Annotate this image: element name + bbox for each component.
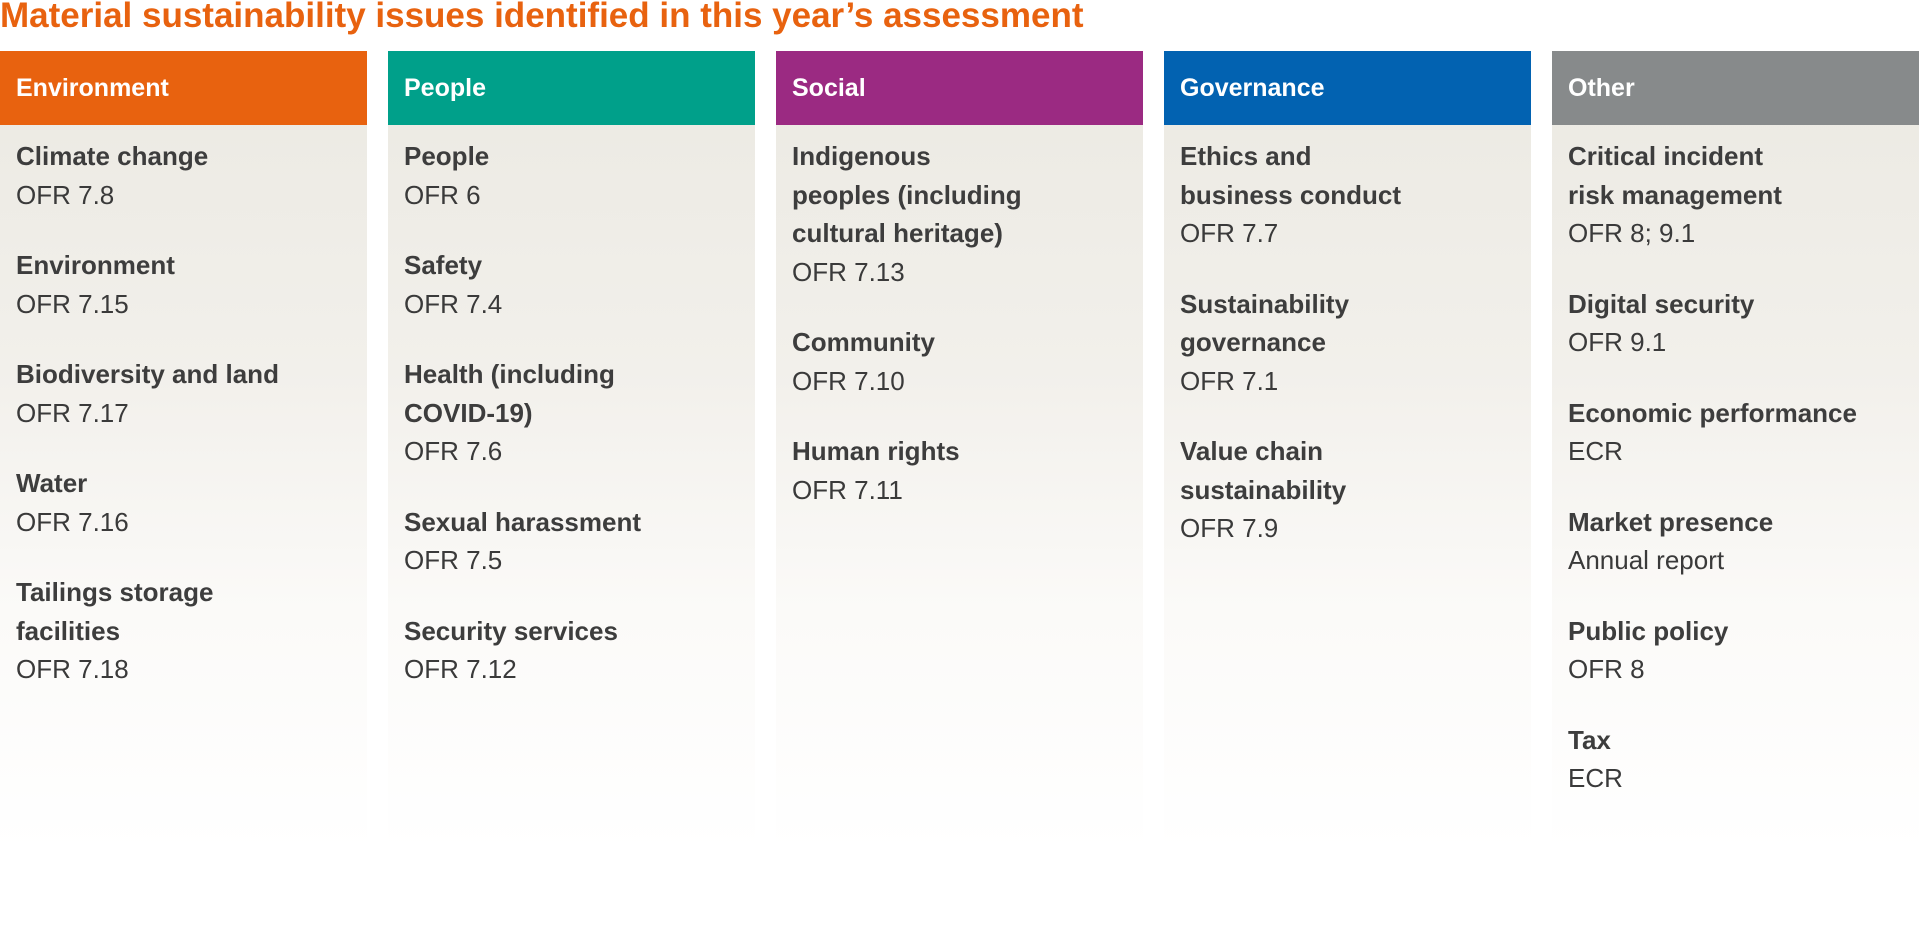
issue-item: Digital security OFR 9.1 [1568,285,1909,362]
issue-item: Human rights OFR 7.11 [792,432,1133,509]
issue-reference: Annual report [1568,545,1725,575]
issue-reference: ECR [1568,763,1623,793]
issue-title: peoples (including [792,179,1022,210]
issue-reference: OFR 8 [1568,654,1645,684]
column-other: Other Critical incident risk management OFR… [1552,51,1919,851]
issue-reference: OFR 7.9 [1180,513,1279,543]
issue-item: Tax ECR [1568,721,1909,798]
issue-title: sustainability [1180,474,1347,505]
issue-reference: OFR 7.15 [16,288,129,319]
issue-title: Sexual harassment [404,506,642,537]
issue-title: Ethics and [1180,141,1312,171]
issue-title: Market presence [1568,506,1774,537]
issue-reference: OFR 9.1 [1568,327,1667,357]
issue-title: Environment [16,250,175,280]
issue-item: Ethics and business conduct OFR 7.7 [1180,137,1521,253]
column-environment: Environment Climate change OFR 7.8 Environm… [0,51,367,851]
column-header: Governance [1164,51,1531,125]
issue-title: cultural heritage) [792,218,1003,248]
issue-title: Security services [404,615,618,646]
issue-title: Critical incident [1568,141,1764,171]
issue-reference: ECR [1568,436,1623,466]
issue-item: Market presence Annual report [1568,503,1909,580]
issue-reference: OFR 7.8 [16,179,115,210]
issue-item: Economic performance ECR [1568,394,1909,471]
issue-reference: OFR 7.16 [16,506,129,537]
issue-item: Community OFR 7.10 [792,323,1133,400]
issue-item: People OFR 6 [404,137,745,214]
issue-item: Water OFR 7.16 [16,464,357,541]
issue-title: Sustainability [1180,288,1350,319]
column-social: Social Indigenous peoples (including cultur… [776,51,1143,851]
issue-item: Sustainability governance OFR 7.1 [1180,285,1521,401]
column-people: People People OFR 6 Safety OFR 7.4 Health (in… [388,51,755,851]
issue-title: Tailings storage [16,577,214,607]
issue-reference: OFR 7.10 [792,365,905,396]
issue-title: business conduct [1180,179,1402,210]
issue-item: Safety OFR 7.4 [404,246,745,323]
issue-item: Climate change OFR 7.8 [16,137,357,214]
issue-list: Ethics and business conduct OFR 7.7 Sustain… [1164,125,1531,548]
issue-reference: OFR 7.17 [16,397,129,428]
issue-title: Health (including [404,359,615,389]
issue-title: Indigenous [792,141,931,171]
issue-item: Critical incident risk management OFR 8; 9… [1568,137,1909,253]
issue-reference: OFR 7.4 [404,288,503,319]
issue-title: Climate change [16,141,209,171]
issue-title: Digital security [1568,288,1755,319]
column-header: Social [776,51,1143,125]
issue-reference: OFR 7.11 [792,474,903,505]
issue-list: People OFR 6 Safety OFR 7.4 Health (includin… [388,125,755,689]
column-header: Environment [0,51,367,125]
column-governance: Governance Ethics and business conduct OFR … [1164,51,1531,851]
issue-item: Security services OFR 7.12 [404,612,745,689]
issue-item: Biodiversity and land OFR 7.17 [16,355,357,432]
issue-list: Indigenous peoples (including cultural her… [776,125,1143,509]
issue-title: Economic performance [1568,397,1857,428]
issue-reference: OFR 7.1 [1180,365,1279,396]
issue-reference: OFR 8; 9.1 [1568,218,1696,248]
issue-item: Tailings storage facilities OFR 7.18 [16,573,357,689]
issue-item: Value chain sustainability OFR 7.9 [1180,432,1521,548]
issue-item: Sexual harassment OFR 7.5 [404,503,745,580]
issue-title: COVID-19) [404,397,533,428]
issue-reference: OFR 6 [404,179,481,210]
issue-title: Water [16,468,88,498]
issue-reference: OFR 7.6 [404,436,503,466]
issue-title: Biodiversity and land [16,359,279,389]
issue-reference: OFR 7.12 [404,654,517,684]
issue-title: Community [792,327,935,357]
issue-title: People [404,141,490,171]
column-header: People [388,51,755,125]
issue-item: Public policy OFR 8 [1568,612,1909,689]
issue-title: Tax [1568,724,1611,755]
issue-title: Safety [404,250,483,280]
issue-title: Human rights [792,436,960,466]
issue-reference: OFR 7.18 [16,654,129,684]
issue-title: Value chain [1180,436,1324,466]
issue-list: Climate change OFR 7.8 Environment OFR 7.15… [0,125,367,689]
issue-list: Critical incident risk management OFR 8; 9… [1552,125,1919,798]
issue-item: Health (including COVID-19) OFR 7.6 [404,355,745,471]
page-title: Material sustainability issues identifie… [0,0,1084,35]
issue-title: facilities [16,615,121,646]
issue-reference: OFR 7.7 [1180,218,1279,248]
column-header: Other [1552,51,1919,125]
issue-item: Environment OFR 7.15 [16,246,357,323]
issue-reference: OFR 7.5 [404,545,503,575]
issue-reference: OFR 7.13 [792,256,905,287]
issue-title: risk management [1568,179,1782,210]
issue-item: Indigenous peoples (including cultural her… [792,137,1133,291]
issue-title: governance [1180,327,1326,357]
issue-title: Public policy [1568,615,1729,646]
